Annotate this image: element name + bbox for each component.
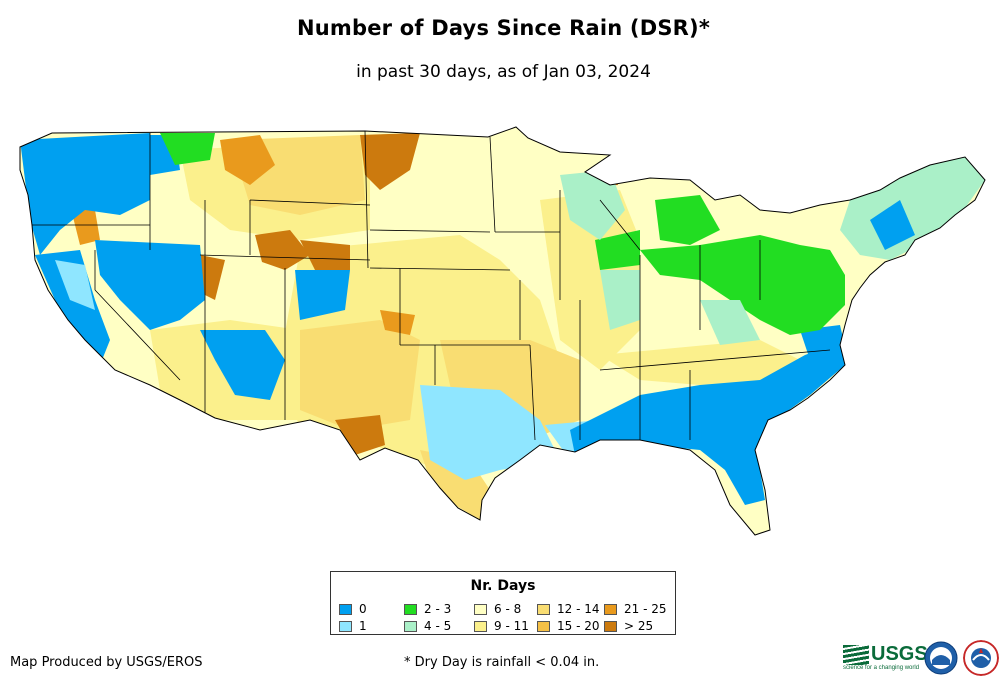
legend-swatch-4 bbox=[474, 603, 487, 615]
legend-item: 1 bbox=[339, 619, 367, 633]
legend-label: 1 bbox=[359, 619, 367, 633]
legend-swatch-0 bbox=[339, 603, 352, 615]
legend-item: 4 - 5 bbox=[404, 619, 451, 633]
legend-item: 9 - 11 bbox=[474, 619, 529, 633]
region-4-5-west-virginia bbox=[700, 300, 760, 345]
legend-title: Nr. Days bbox=[470, 578, 536, 594]
legend-item: > 25 bbox=[604, 619, 653, 633]
region-4-5-illinois bbox=[600, 270, 640, 330]
usgs-logo[interactable]: USGS science for a changing world bbox=[843, 643, 928, 671]
region-over-25-wyoming-south bbox=[300, 240, 350, 270]
legend-label: > 25 bbox=[624, 619, 654, 633]
region-9-11-tennessee bbox=[600, 340, 800, 385]
region-2-3-michigan bbox=[655, 195, 720, 245]
region-0-great-basin bbox=[95, 240, 205, 330]
region-2-3-montana-west bbox=[160, 133, 215, 165]
state-boundaries bbox=[30, 130, 831, 441]
legend-item: 6 - 8 bbox=[474, 602, 521, 616]
legend-swatch-9 bbox=[604, 620, 617, 632]
region-0-pacific-northwest bbox=[20, 133, 150, 255]
region-0-southeast bbox=[570, 340, 845, 505]
region-over-25-wyoming bbox=[255, 230, 310, 270]
region-0-california-coast bbox=[35, 250, 110, 365]
region-21-25-colorado bbox=[380, 310, 415, 335]
legend-swatch-6 bbox=[537, 603, 550, 615]
legend-label: 15 - 20 bbox=[557, 619, 600, 633]
dsr-regions bbox=[20, 133, 985, 532]
region-0-colorado bbox=[295, 270, 350, 320]
nws-seal-center bbox=[971, 648, 991, 668]
legend-swatch-7 bbox=[537, 620, 550, 632]
usgs-logo-text: USGS bbox=[871, 643, 928, 665]
legend-swatch-1 bbox=[339, 620, 352, 632]
usgs-wave-icon bbox=[843, 644, 869, 665]
legend-swatch-8 bbox=[604, 603, 617, 615]
legend-swatch-3 bbox=[404, 620, 417, 632]
region-2-3-illinois bbox=[595, 230, 640, 270]
legend-item: 21 - 25 bbox=[604, 602, 667, 616]
legend-label: 0 bbox=[359, 602, 367, 616]
map-title: Number of Days Since Rain (DSR)* bbox=[296, 16, 711, 40]
region-12-14-new-mexico bbox=[300, 320, 420, 430]
legend-swatch-2 bbox=[404, 603, 417, 615]
legend-label: 6 - 8 bbox=[494, 602, 522, 616]
region-4-5-new-england bbox=[840, 157, 985, 260]
nws-cloud-icon bbox=[972, 654, 990, 661]
legend-item: 12 - 14 bbox=[537, 602, 600, 616]
noaa-logo[interactable] bbox=[924, 641, 958, 675]
legend-label: 2 - 3 bbox=[424, 602, 452, 616]
legend-label: 4 - 5 bbox=[424, 619, 452, 633]
region-4-5-wisconsin bbox=[560, 170, 625, 240]
legend-swatch-5 bbox=[474, 620, 487, 632]
nws-logo[interactable] bbox=[963, 640, 999, 676]
region-0-arizona bbox=[200, 330, 285, 400]
region-over-25-west-texas bbox=[335, 415, 385, 455]
region-over-25-montana-east bbox=[360, 133, 420, 190]
noaa-bird-icon bbox=[932, 655, 950, 665]
legend-label: 21 - 25 bbox=[624, 602, 667, 616]
legend-item: 2 - 3 bbox=[404, 602, 451, 616]
region-0-new-york bbox=[870, 200, 915, 250]
legend: Nr. Days 0 1 2 - 3 4 - 5 6 - 8 9 - 11 12… bbox=[330, 571, 676, 635]
legend-label: 12 - 14 bbox=[557, 602, 600, 616]
legend-item: 15 - 20 bbox=[537, 619, 600, 633]
usgs-tagline: science for a changing world bbox=[843, 665, 920, 671]
region-21-25-idaho bbox=[220, 135, 275, 185]
map-subtitle: in past 30 days, as of Jan 03, 2024 bbox=[356, 62, 651, 82]
dry-day-footnote: * Dry Day is rainfall < 0.04 in. bbox=[404, 655, 600, 670]
region-2-3-ohio-pennsylvania bbox=[640, 235, 845, 335]
legend-label: 9 - 11 bbox=[494, 619, 529, 633]
region-1-california bbox=[55, 260, 95, 310]
legend-item: 0 bbox=[339, 602, 367, 616]
region-0-carolinas bbox=[800, 325, 848, 375]
nws-star-icon bbox=[979, 648, 983, 653]
map-credit: Map Produced by USGS/EROS bbox=[10, 655, 203, 670]
